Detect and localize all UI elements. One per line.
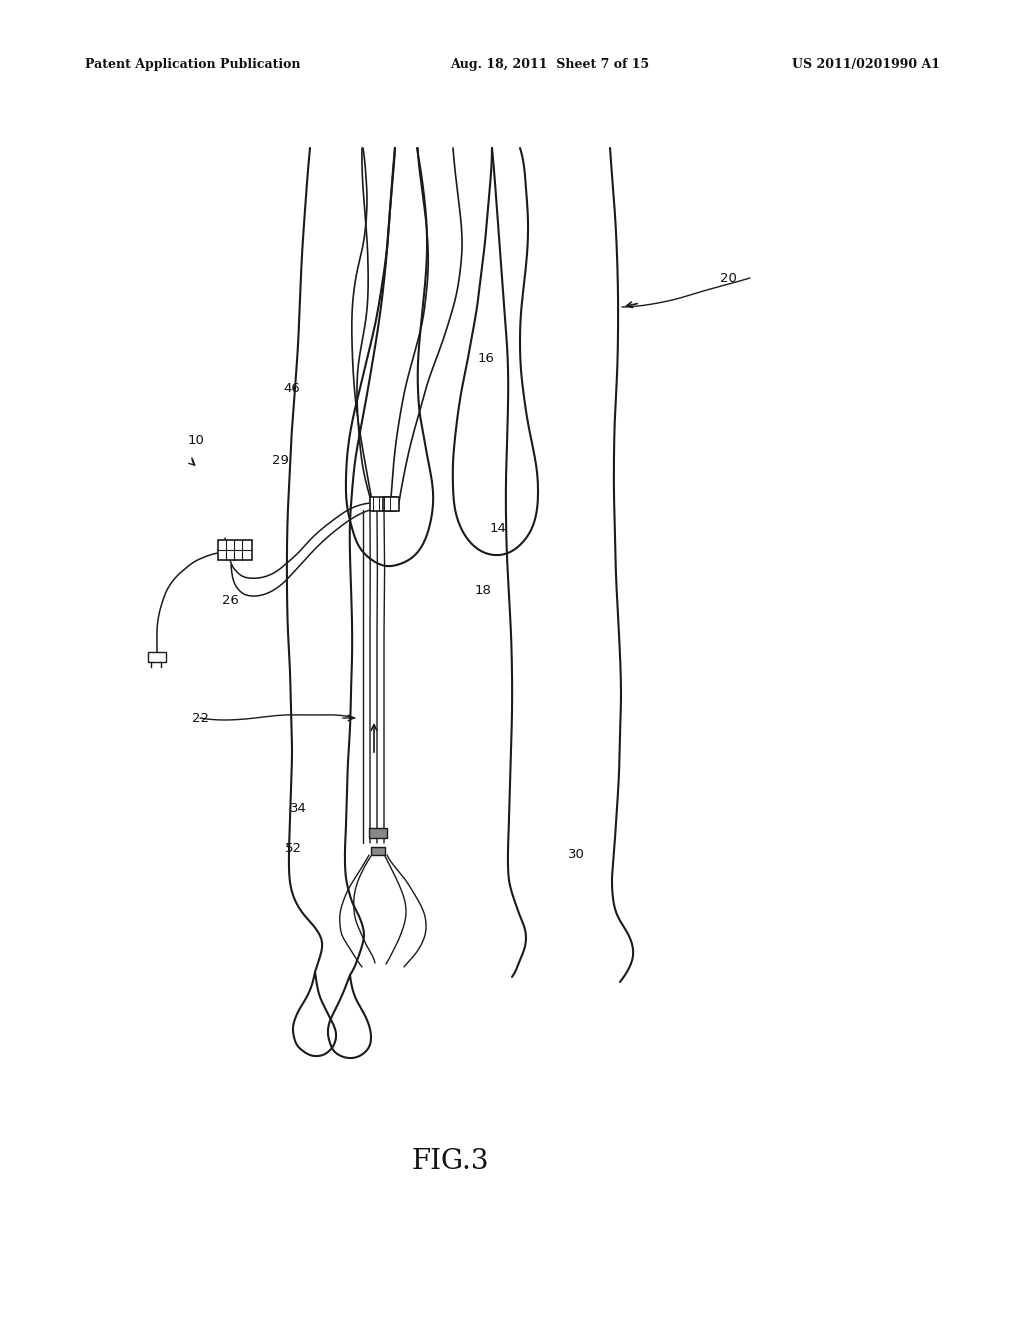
Text: 14: 14 <box>490 521 507 535</box>
Text: 22: 22 <box>193 711 209 725</box>
Text: 29: 29 <box>272 454 289 466</box>
Text: 46: 46 <box>283 381 300 395</box>
Text: 10: 10 <box>188 433 205 446</box>
Text: 20: 20 <box>720 272 737 285</box>
Text: 34: 34 <box>290 801 307 814</box>
Bar <box>370 498 396 511</box>
Text: FIG.3: FIG.3 <box>412 1148 488 1175</box>
Bar <box>371 847 385 855</box>
Bar <box>148 652 166 663</box>
Bar <box>383 498 399 511</box>
Bar <box>218 540 252 560</box>
Text: 26: 26 <box>222 594 239 606</box>
Text: 30: 30 <box>568 849 585 862</box>
Text: US 2011/0201990 A1: US 2011/0201990 A1 <box>792 58 940 71</box>
Text: 52: 52 <box>285 842 302 854</box>
Bar <box>369 828 387 838</box>
Text: 18: 18 <box>475 583 492 597</box>
Text: Patent Application Publication: Patent Application Publication <box>85 58 300 71</box>
Text: Aug. 18, 2011  Sheet 7 of 15: Aug. 18, 2011 Sheet 7 of 15 <box>450 58 649 71</box>
Text: 16: 16 <box>478 351 495 364</box>
